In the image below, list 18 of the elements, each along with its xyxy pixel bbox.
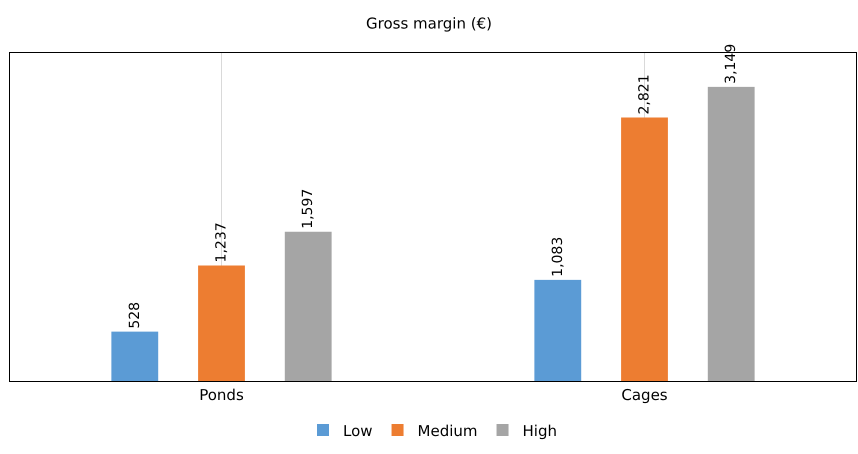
bar	[111, 332, 158, 381]
data-label: 2,821	[636, 74, 652, 114]
legend-label: Medium	[418, 422, 478, 440]
legend-label: Low	[343, 422, 373, 440]
bar	[198, 265, 245, 381]
legend-label: High	[522, 422, 558, 440]
bar	[284, 232, 332, 381]
x-tick-label: Ponds	[199, 386, 244, 404]
data-label: 3,149	[723, 44, 740, 84]
bar	[534, 280, 582, 381]
data-label: 1,597	[300, 188, 316, 229]
bar	[621, 117, 668, 381]
bar	[708, 86, 755, 381]
data-label: 528	[126, 302, 143, 329]
chart-title: Gross margin (€)	[366, 14, 492, 33]
data-label: 1,083	[550, 236, 566, 277]
x-tick-label: Cages	[621, 386, 668, 404]
data-label: 1,237	[214, 222, 230, 262]
